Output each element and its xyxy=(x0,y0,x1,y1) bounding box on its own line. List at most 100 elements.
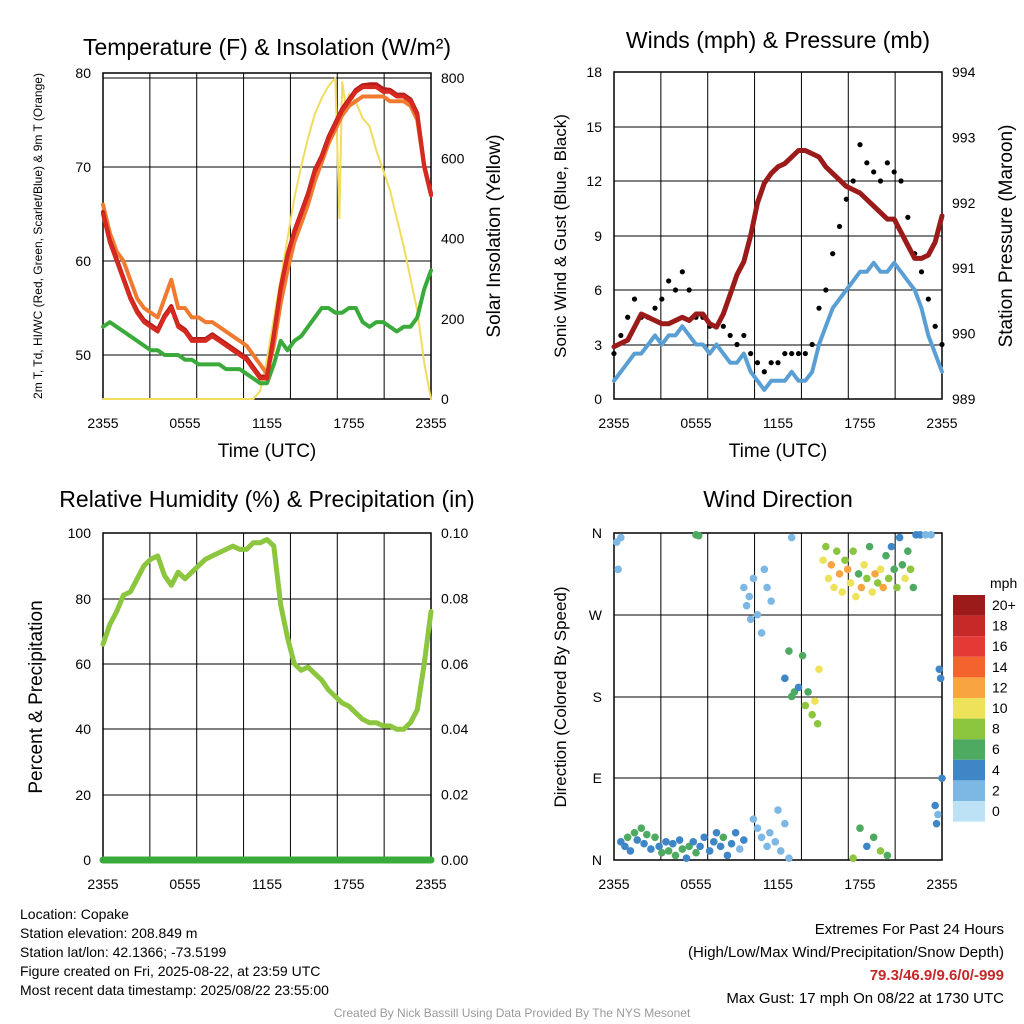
direction-point xyxy=(705,847,714,855)
direction-point xyxy=(822,542,830,551)
direction-point xyxy=(753,610,762,619)
y2-tick-label: 989 xyxy=(952,391,976,407)
gust-point xyxy=(871,169,877,175)
direction-point xyxy=(921,531,930,539)
legend-label: 2 xyxy=(992,782,1000,798)
direction-point xyxy=(694,531,703,540)
direction-point xyxy=(785,854,793,862)
extremes-values: 79.3/46.9/9.6/0/-999 xyxy=(869,967,1004,984)
direction-point xyxy=(854,570,863,578)
gust-point xyxy=(768,360,774,366)
direction-point xyxy=(757,833,766,842)
legend-label: 8 xyxy=(992,721,1000,737)
y-tick-label: 100 xyxy=(68,525,92,541)
chart-title: Relative Humidity (%) & Precipitation (i… xyxy=(59,486,474,512)
extremes-subtitle: (High/Low/Max Wind/Precipitation/Snow De… xyxy=(688,944,1004,961)
y-tick-label: 12 xyxy=(586,173,602,189)
temperature-line-hi-wc xyxy=(101,82,433,379)
direction-point xyxy=(781,674,789,683)
x-tick-label: 1155 xyxy=(763,415,793,431)
y-tick-label: 60 xyxy=(75,656,91,672)
legend-swatch xyxy=(953,595,985,616)
legend-swatch xyxy=(953,677,985,698)
direction-point xyxy=(865,542,874,551)
direction-point xyxy=(883,851,892,860)
direction-point xyxy=(664,847,673,855)
y2-tick-label: 990 xyxy=(952,326,976,342)
extremes-title: Extremes For Past 24 Hours xyxy=(814,921,1004,938)
direction-point xyxy=(767,597,775,605)
plot-frame xyxy=(102,532,432,861)
direction-point xyxy=(742,601,751,610)
y-axis-title: Direction (Colored By Speed) xyxy=(551,586,570,807)
direction-point xyxy=(643,830,651,839)
direction-point xyxy=(647,845,655,853)
direction-point xyxy=(857,583,866,592)
x-tick-label: 2355 xyxy=(87,876,118,892)
direction-point xyxy=(637,824,646,833)
direction-point xyxy=(617,533,625,542)
chart-title: Winds (mph) & Pressure (mb) xyxy=(626,27,930,53)
y-tick-label: N xyxy=(592,525,602,541)
direction-point xyxy=(898,560,907,569)
y-tick-label: 40 xyxy=(75,721,91,737)
direction-point xyxy=(884,574,893,583)
direction-point xyxy=(801,701,810,710)
direction-point xyxy=(860,560,868,569)
direction-point xyxy=(830,583,838,592)
y-tick-label: 70 xyxy=(75,159,91,175)
x-tick-label: 1155 xyxy=(763,876,793,892)
x-tick-label: 1755 xyxy=(333,415,364,431)
legend-swatch xyxy=(953,636,985,657)
x-tick-label: 2355 xyxy=(598,876,629,892)
x-tick-label: 2355 xyxy=(598,415,629,431)
direction-point xyxy=(811,697,819,705)
gust-point xyxy=(864,160,870,166)
gust-point xyxy=(877,178,884,184)
direction-point xyxy=(651,833,659,842)
direction-point xyxy=(824,574,833,583)
x-tick-label: 2355 xyxy=(926,876,957,892)
gust-point xyxy=(891,169,897,175)
station-pressure-line xyxy=(611,148,945,350)
chart-title: Temperature (F) & Insolation (W/m²) xyxy=(83,34,451,60)
direction-point xyxy=(927,531,935,539)
direction-point xyxy=(808,710,816,719)
x-tick-label: 0555 xyxy=(169,415,200,431)
direction-point xyxy=(626,847,635,855)
direction-point xyxy=(727,839,736,848)
direction-point xyxy=(932,819,941,828)
legend-swatch xyxy=(953,615,985,637)
direction-point xyxy=(935,665,944,674)
direction-point xyxy=(871,570,879,578)
direction-point xyxy=(771,838,780,846)
x-tick-label: 1155 xyxy=(252,876,282,892)
direction-point xyxy=(623,833,632,842)
direction-point xyxy=(804,688,812,696)
x-tick-label: 2355 xyxy=(926,415,957,431)
direction-point xyxy=(873,579,882,587)
direction-point xyxy=(749,574,758,583)
y2-tick-label: 400 xyxy=(441,231,465,247)
x-tick-label: 0555 xyxy=(680,876,711,892)
gust-point xyxy=(925,296,931,302)
direction-point xyxy=(662,838,670,846)
direction-point xyxy=(936,674,945,683)
gust-point xyxy=(727,332,733,339)
gust-point xyxy=(843,196,849,202)
direction-point xyxy=(630,828,639,837)
direction-point xyxy=(931,801,939,810)
direction-point xyxy=(895,533,904,542)
direction-point xyxy=(893,583,901,592)
direction-point xyxy=(876,565,885,574)
gust-point xyxy=(850,178,856,184)
y-tick-label: 20 xyxy=(75,787,91,803)
direction-point xyxy=(700,833,708,842)
y2-tick-label: 991 xyxy=(952,260,976,276)
legend-title: mph xyxy=(990,575,1017,591)
direction-point xyxy=(904,547,912,555)
legend-label: 12 xyxy=(992,679,1008,695)
direction-point xyxy=(832,547,841,555)
credit-text: Created By Nick Bassill Using Data Provi… xyxy=(333,1006,691,1020)
